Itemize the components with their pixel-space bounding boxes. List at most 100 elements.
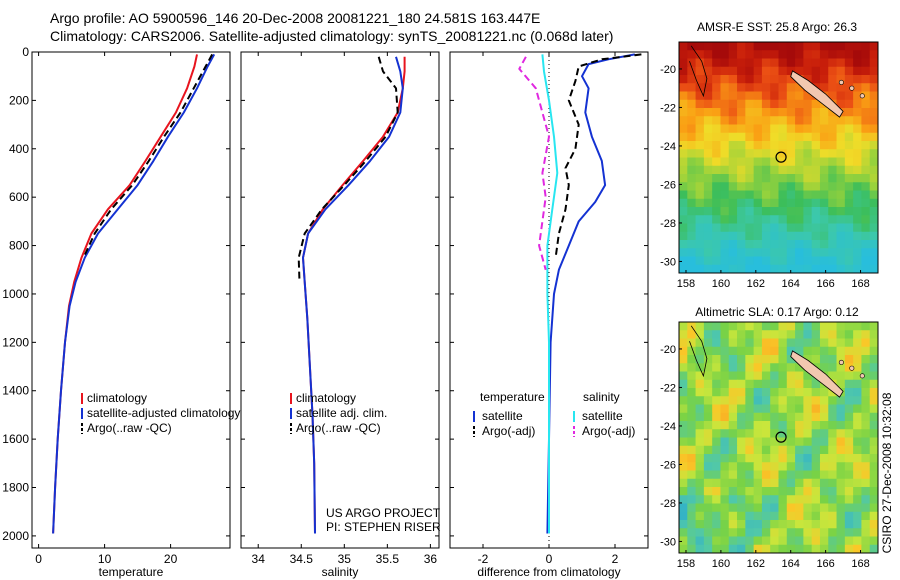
- map-cell: [703, 116, 713, 126]
- map-cell: [712, 215, 722, 225]
- map-cell: [737, 83, 746, 93]
- map-cell: [695, 207, 705, 216]
- map-cell: [836, 99, 846, 109]
- map-cell: [795, 404, 804, 414]
- map-cell: [811, 462, 821, 472]
- map-cell: [844, 470, 854, 480]
- legend-title: temperature: [480, 390, 545, 404]
- map-cell: [728, 429, 738, 439]
- series-line: [518, 56, 550, 271]
- map-cell: [836, 445, 846, 455]
- map-cell: [795, 503, 804, 513]
- map-cell: [811, 42, 821, 51]
- map-cell: [737, 528, 746, 538]
- map-cell: [737, 149, 746, 159]
- map-cell: [703, 511, 713, 521]
- map-cell: [803, 91, 813, 101]
- map-cell: [778, 223, 788, 233]
- map-cell: [745, 478, 755, 488]
- map-cell: [861, 346, 871, 356]
- map-cell: [720, 338, 730, 348]
- map-cell: [861, 231, 871, 241]
- map-cell: [861, 355, 871, 364]
- map-cell: [828, 412, 838, 422]
- legend-label: Argo(..raw -QC): [87, 421, 172, 435]
- map-cell: [703, 421, 713, 430]
- map-cell: [844, 437, 854, 447]
- map-cell: [869, 495, 878, 505]
- map-cell: [828, 116, 838, 126]
- map-cell: [753, 223, 763, 233]
- map-cell: [861, 66, 871, 76]
- map-cell: [853, 388, 863, 397]
- island-shape: [790, 350, 844, 398]
- map-cell: [695, 371, 705, 381]
- map-cell: [861, 165, 871, 175]
- map-cell: [679, 231, 688, 241]
- map-cell: [844, 520, 854, 529]
- map-cell: [770, 544, 780, 553]
- x-tick-label: 168: [851, 278, 869, 290]
- map-cell: [861, 198, 871, 208]
- map-cell: [770, 207, 780, 216]
- map-cell: [770, 536, 780, 546]
- map-cell: [869, 83, 878, 93]
- map-cell: [828, 338, 838, 348]
- map-cell: [869, 412, 878, 422]
- map-cell: [770, 511, 780, 521]
- map-cell: [753, 174, 763, 183]
- map-cell: [819, 445, 829, 455]
- map-cell: [869, 231, 878, 241]
- map-cell: [745, 157, 755, 167]
- y-tick-label: -26: [660, 179, 676, 191]
- map-cell: [720, 256, 730, 266]
- map-cell: [786, 198, 796, 208]
- map-cell: [853, 174, 863, 183]
- map-cell: [795, 445, 804, 455]
- map-cell: [703, 223, 713, 233]
- map-cell: [712, 363, 722, 373]
- map-cell: [836, 478, 846, 488]
- map-cell: [828, 528, 838, 538]
- map-cell: [753, 50, 763, 60]
- map-cell: [703, 445, 713, 455]
- map-cell: [844, 66, 854, 76]
- map-cell: [712, 544, 722, 553]
- map-cell: [869, 437, 878, 447]
- map-cell: [753, 75, 763, 84]
- map-cell: [869, 174, 878, 183]
- map-cell: [728, 437, 738, 447]
- map-cell: [778, 528, 788, 538]
- map-cell: [679, 75, 688, 84]
- map-cell: [786, 50, 796, 60]
- map-cell: [836, 83, 846, 93]
- map-cell: [844, 528, 854, 538]
- map-cell: [695, 42, 705, 51]
- map-cell: [770, 470, 780, 480]
- map-cell: [720, 198, 730, 208]
- map-cell: [811, 149, 821, 159]
- map-cell: [819, 124, 829, 134]
- map-cell: [786, 536, 796, 546]
- map-cell: [761, 503, 771, 513]
- map-cell: [853, 50, 863, 60]
- legend-label: satellite: [582, 409, 623, 423]
- map-cell: [703, 66, 713, 76]
- y-tick-label: -24: [660, 421, 676, 433]
- map-cell: [819, 108, 829, 117]
- map-cell: [819, 141, 829, 150]
- map-cell: [853, 66, 863, 76]
- map-cell: [803, 355, 813, 364]
- map-cell: [695, 322, 705, 331]
- map-cell: [861, 240, 871, 249]
- map-cell: [703, 165, 713, 175]
- map-cell: [853, 207, 863, 216]
- map-cell: [703, 379, 713, 389]
- map-cell: [811, 50, 821, 60]
- map-cell: [819, 66, 829, 76]
- legend-title: salinity: [583, 390, 620, 404]
- map-cell: [828, 445, 838, 455]
- map-cell: [819, 520, 829, 529]
- map-cell: [778, 478, 788, 488]
- map-frame: [678, 41, 879, 274]
